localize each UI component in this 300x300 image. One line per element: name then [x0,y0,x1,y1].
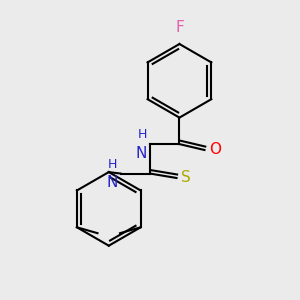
Text: S: S [181,170,191,185]
Text: H: H [138,128,147,141]
Text: O: O [209,142,221,158]
Text: F: F [175,20,184,35]
Text: H: H [108,158,118,171]
Text: N: N [106,175,118,190]
Text: N: N [136,146,147,160]
